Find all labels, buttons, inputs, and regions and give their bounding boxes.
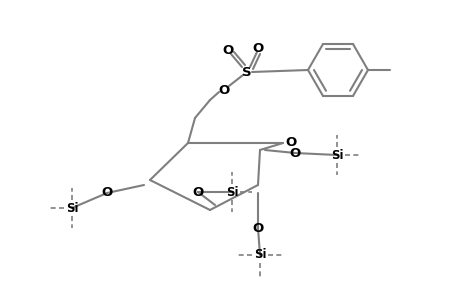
Text: O: O [289,146,300,160]
Text: O: O [222,44,233,56]
Text: O: O [101,187,112,200]
Text: S: S [241,65,251,79]
Text: Si: Si [225,185,238,199]
Text: O: O [252,41,263,55]
Text: Si: Si [330,148,342,161]
Text: Si: Si [253,248,266,262]
Text: O: O [192,185,203,199]
Text: O: O [218,83,229,97]
Text: Si: Si [66,202,78,214]
Text: O: O [252,221,263,235]
Text: O: O [285,136,296,148]
